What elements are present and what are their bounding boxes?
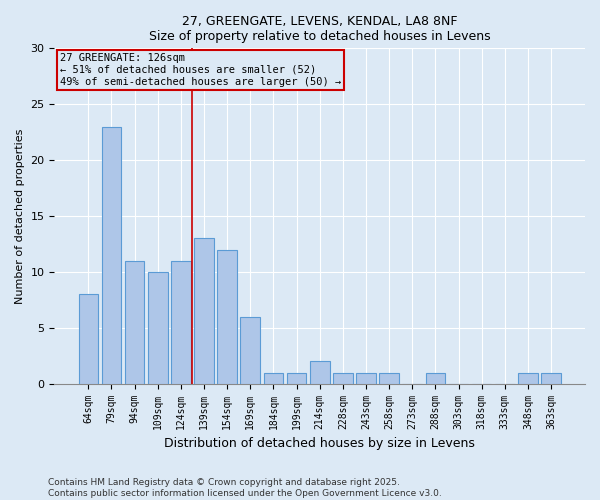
Bar [125, 260, 145, 384]
Bar [541, 372, 561, 384]
X-axis label: Distribution of detached houses by size in Levens: Distribution of detached houses by size … [164, 437, 475, 450]
Bar [518, 372, 538, 384]
Text: Contains HM Land Registry data © Crown copyright and database right 2025.
Contai: Contains HM Land Registry data © Crown c… [48, 478, 442, 498]
Text: 27 GREENGATE: 126sqm
← 51% of detached houses are smaller (52)
49% of semi-detac: 27 GREENGATE: 126sqm ← 51% of detached h… [60, 54, 341, 86]
Bar [333, 372, 353, 384]
Title: 27, GREENGATE, LEVENS, KENDAL, LA8 8NF
Size of property relative to detached hou: 27, GREENGATE, LEVENS, KENDAL, LA8 8NF S… [149, 15, 491, 43]
Bar [379, 372, 399, 384]
Bar [171, 260, 191, 384]
Y-axis label: Number of detached properties: Number of detached properties [15, 128, 25, 304]
Bar [425, 372, 445, 384]
Bar [310, 362, 329, 384]
Bar [217, 250, 237, 384]
Bar [148, 272, 167, 384]
Bar [287, 372, 307, 384]
Bar [263, 372, 283, 384]
Bar [194, 238, 214, 384]
Bar [356, 372, 376, 384]
Bar [241, 316, 260, 384]
Bar [101, 126, 121, 384]
Bar [79, 294, 98, 384]
